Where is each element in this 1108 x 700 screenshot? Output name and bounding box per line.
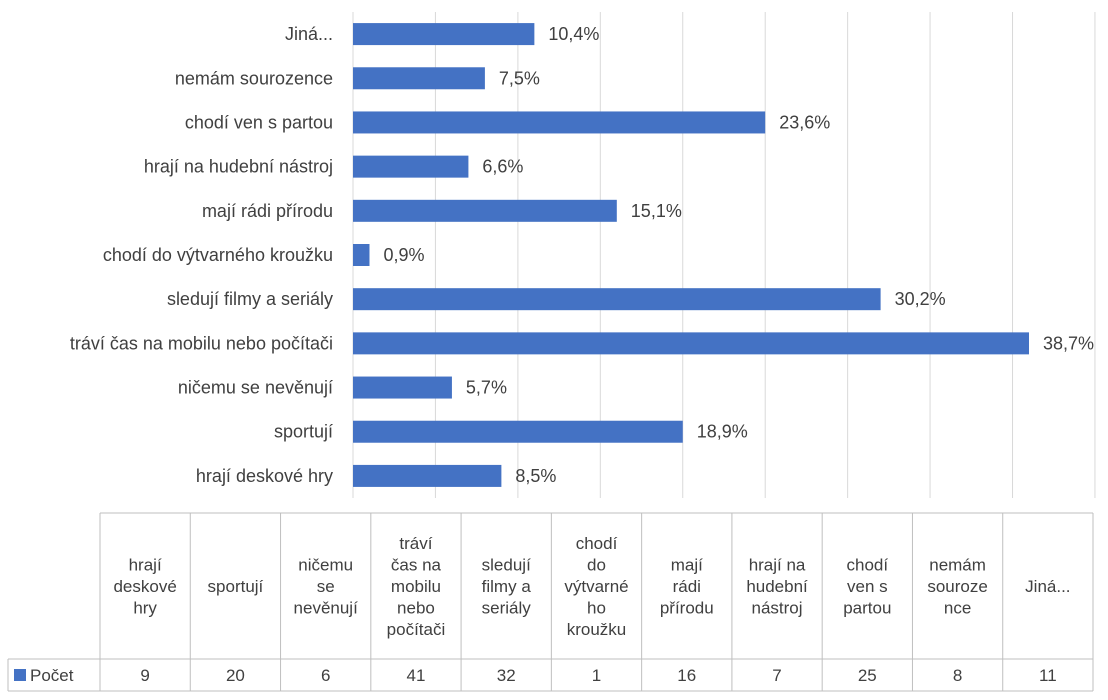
table-header: sledují filmy a seriály: [482, 556, 532, 618]
category-label: Jiná...: [285, 24, 333, 44]
table-value: 7: [772, 666, 781, 685]
table-value: 41: [406, 666, 425, 685]
category-labels: hrají deskové hry sportují ničemu se nevěn…: [70, 24, 333, 486]
data-label: 6,6%: [482, 157, 523, 177]
table-value: 1: [592, 666, 601, 685]
bar: [353, 67, 485, 90]
data-label: 8,5%: [515, 466, 556, 486]
bar: [353, 23, 535, 46]
table-value: 6: [321, 666, 330, 685]
data-label: 5,7%: [466, 378, 507, 398]
table-value: 11: [1039, 666, 1057, 685]
bar: [353, 464, 502, 487]
category-label: nemám sourozence: [175, 68, 333, 88]
table-value: 20: [226, 666, 245, 685]
bar: [353, 199, 617, 222]
data-label: 38,7%: [1043, 333, 1094, 353]
data-label: 30,2%: [895, 289, 946, 309]
table-header: tráví čas na mobilu nebo počítači: [387, 534, 446, 639]
data-label: 18,9%: [697, 422, 748, 442]
table-value: 16: [677, 666, 696, 685]
bar: [353, 111, 766, 134]
category-label: tráví čas na mobilu nebo počítači: [70, 333, 333, 353]
table-header: sportují: [208, 577, 264, 596]
category-label: hrají deskové hry: [196, 466, 333, 486]
category-label: mají rádi přírodu: [202, 201, 333, 221]
data-label: 10,4%: [548, 24, 599, 44]
legend-key: [14, 669, 26, 681]
data-label: 23,6%: [779, 112, 830, 132]
bar: [353, 420, 683, 443]
legend-label: Počet: [30, 666, 74, 685]
table-header: mají rádi přírodu: [660, 556, 714, 618]
table-value: 32: [497, 666, 516, 685]
table-value: 8: [953, 666, 962, 685]
table-header: ničemu se nevěnují: [294, 556, 359, 618]
table-header: hrají deskové hry: [113, 556, 176, 618]
data-label: 7,5%: [499, 68, 540, 88]
bar: [353, 376, 452, 399]
table-value: 25: [858, 666, 877, 685]
table-header: hrají na hudební nástroj: [746, 556, 808, 618]
table-header: nemám souroze nce: [927, 556, 987, 618]
bar: [353, 244, 370, 266]
table-header: chodí ven s partou: [843, 556, 891, 618]
data-label: 15,1%: [631, 201, 682, 221]
category-label: ničemu se nevěnují: [178, 378, 333, 398]
category-label: sportují: [274, 422, 333, 442]
bar: [353, 155, 469, 178]
data-label: 0,9%: [383, 245, 424, 265]
category-label: chodí ven s partou: [185, 112, 333, 132]
category-label: sledují filmy a seriály: [167, 289, 333, 309]
table-value: 9: [140, 666, 149, 685]
table-header: chodí do výtvarné ho kroužku: [564, 534, 628, 639]
bars: [353, 23, 1029, 487]
table-header: Jiná...: [1025, 577, 1070, 596]
value-labels: 8,5% 18,9% 5,7% 38,7% 30,2% 0,9% 15,1% 6,6% 23,6…: [383, 24, 1094, 486]
bar: [353, 332, 1029, 355]
gridlines: [352, 12, 1096, 498]
category-label: hrají na hudební nástroj: [144, 157, 333, 177]
data-table: hrají deskové hry 9 sportují 20 ničemu se nevěnu…: [7, 512, 1094, 692]
bar: [353, 288, 881, 311]
category-label: chodí do výtvarného kroužku: [103, 245, 333, 265]
